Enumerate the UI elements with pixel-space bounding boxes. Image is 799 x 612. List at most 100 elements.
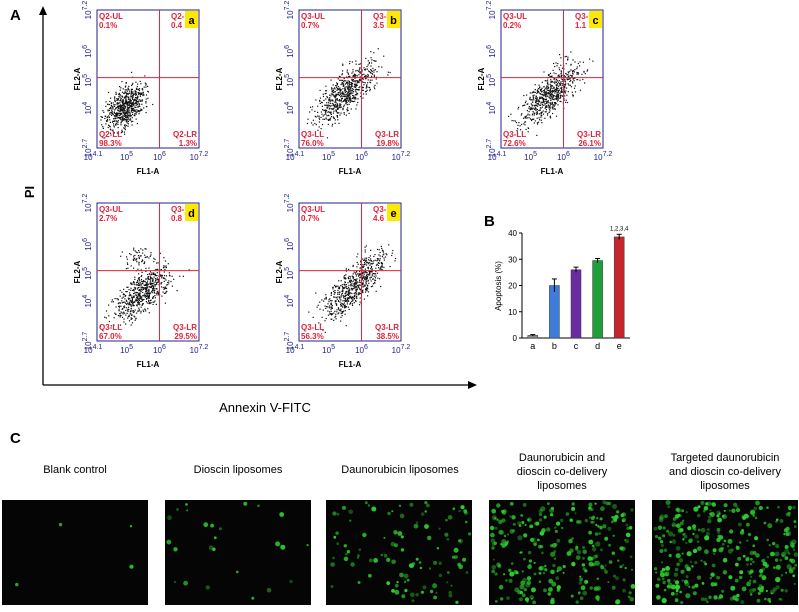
- cell-dot: [494, 572, 498, 576]
- cell-dot: [367, 504, 371, 507]
- event-dot: [525, 100, 527, 102]
- event-dot: [543, 89, 545, 92]
- cell-dot: [554, 526, 557, 529]
- event-dot: [131, 117, 133, 119]
- event-dot: [144, 295, 146, 297]
- event-dot: [551, 96, 553, 98]
- event-dot: [351, 296, 353, 299]
- event-dot: [123, 294, 125, 296]
- cell-dot: [173, 580, 176, 584]
- event-dot: [342, 303, 345, 305]
- cell-dot: [728, 575, 733, 580]
- event-dot: [139, 283, 141, 285]
- event-dot: [550, 81, 552, 83]
- event-dot: [149, 273, 151, 275]
- event-dot: [117, 119, 119, 122]
- event-dot: [122, 104, 124, 106]
- event-dot: [156, 262, 158, 264]
- event-dot: [150, 286, 152, 288]
- event-dot: [133, 293, 135, 295]
- event-dot: [362, 89, 364, 91]
- cell-dot: [661, 598, 667, 604]
- event-dot: [121, 130, 123, 133]
- event-dot: [557, 104, 559, 106]
- event-dot: [138, 277, 140, 279]
- cell-dot: [557, 566, 562, 572]
- event-dot: [331, 90, 333, 92]
- panel-label: C: [10, 430, 21, 447]
- cell-dot: [542, 571, 546, 575]
- cell-dot: [399, 572, 404, 578]
- event-dot: [138, 100, 140, 102]
- event-dot: [545, 87, 547, 89]
- event-dot: [358, 78, 361, 81]
- event-dot: [550, 91, 552, 93]
- event-dot: [141, 280, 143, 282]
- event-dot: [355, 286, 357, 288]
- event-dot: [338, 293, 340, 295]
- tick-exp: 6: [364, 151, 368, 158]
- event-dot: [133, 311, 135, 313]
- event-dot: [553, 86, 555, 88]
- event-dot: [356, 288, 358, 290]
- event-dot: [132, 302, 134, 304]
- event-dot: [366, 86, 368, 88]
- event-dot: [134, 96, 137, 99]
- event-dot: [350, 89, 352, 91]
- event-dot: [345, 114, 347, 116]
- cell-dot: [526, 580, 532, 585]
- event-dot: [342, 290, 344, 293]
- event-dot: [129, 90, 131, 92]
- event-dot: [130, 289, 132, 291]
- event-dot: [327, 119, 330, 121]
- cell-dot: [411, 599, 415, 603]
- event-dot: [114, 109, 116, 111]
- tick-exp: 4.1: [93, 344, 103, 351]
- event-dot: [349, 276, 351, 278]
- event-dot: [319, 97, 322, 99]
- event-dot: [133, 296, 135, 298]
- cell-dot: [749, 563, 753, 566]
- cell-dot: [251, 596, 255, 600]
- cell-dot: [627, 595, 631, 599]
- cell-dot: [759, 569, 764, 574]
- event-dot: [353, 75, 355, 77]
- event-dot: [135, 100, 137, 102]
- event-dot: [349, 86, 351, 88]
- event-dot: [311, 109, 313, 111]
- tick-base: 10: [322, 153, 331, 162]
- event-dot: [118, 302, 120, 304]
- event-dot: [123, 105, 125, 107]
- cell-dot: [731, 508, 736, 513]
- event-dot: [113, 120, 115, 122]
- event-dot: [563, 90, 565, 93]
- event-dot: [584, 82, 586, 84]
- event-dot: [133, 247, 135, 249]
- event-dot: [335, 100, 337, 102]
- event-dot: [134, 90, 136, 92]
- quadrant-label: 67.0%: [99, 332, 122, 341]
- event-dot: [340, 99, 342, 102]
- event-dot: [336, 107, 338, 109]
- event-dot: [343, 104, 345, 106]
- caption: dioscin co-delivery: [517, 466, 608, 478]
- event-dot: [347, 293, 350, 295]
- cell-dot: [494, 517, 497, 520]
- event-dot: [131, 301, 133, 303]
- event-dot: [134, 301, 136, 303]
- event-dot: [564, 85, 566, 87]
- cell-dot: [596, 577, 599, 580]
- event-dot: [135, 113, 137, 115]
- event-dot: [576, 68, 578, 70]
- event-dot: [351, 281, 353, 283]
- event-dot: [115, 107, 117, 109]
- cell-dot: [538, 518, 543, 522]
- event-dot: [140, 301, 142, 303]
- tick-exp: 7.2: [603, 151, 613, 158]
- event-dot: [369, 87, 371, 89]
- plot-frame: [96, 9, 200, 149]
- cell-dot: [700, 527, 706, 533]
- event-dot: [128, 98, 130, 100]
- cell-dot: [406, 578, 410, 582]
- event-dot: [116, 298, 118, 300]
